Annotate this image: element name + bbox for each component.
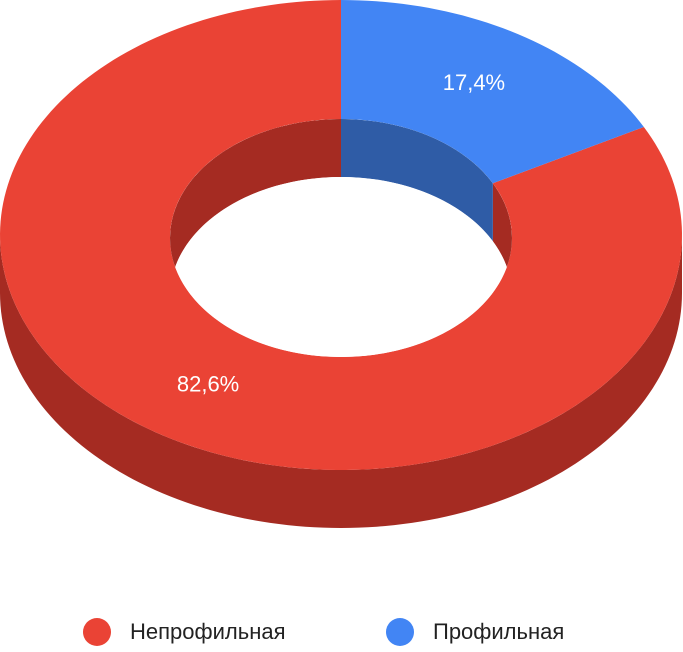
legend-swatch	[83, 618, 111, 646]
inner-side	[170, 119, 341, 296]
outer-side	[0, 235, 682, 528]
slice	[0, 0, 682, 470]
slice	[341, 0, 644, 184]
legend-label: Профильная	[433, 619, 564, 644]
inner-side	[341, 119, 493, 242]
legend-label: Непрофильная	[130, 619, 286, 644]
value-label: 17,4%	[443, 70, 505, 95]
legend-swatch	[386, 618, 414, 646]
value-label: 82,6%	[177, 371, 239, 396]
